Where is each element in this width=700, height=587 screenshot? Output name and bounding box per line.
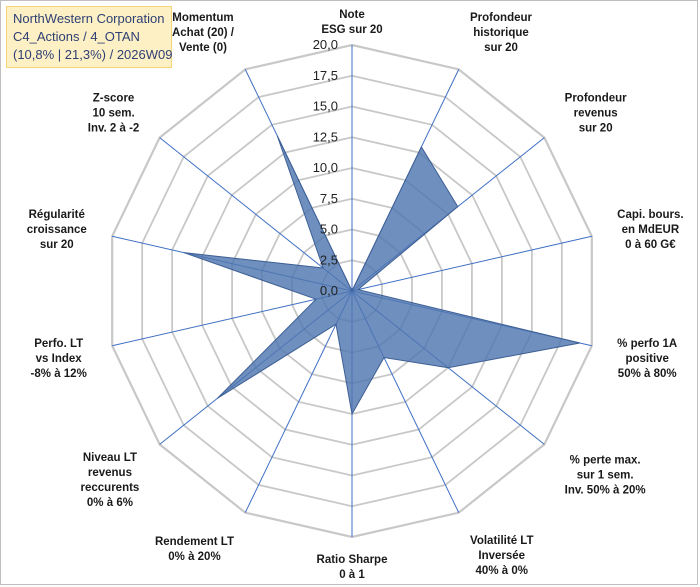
axis-label: Volatilité LT xyxy=(470,535,533,547)
axis-label: Perfo. LT xyxy=(34,338,83,350)
tick-label: 17,5 xyxy=(313,68,338,83)
tick-label: 10,0 xyxy=(313,160,338,175)
axis-label: % perte max. xyxy=(570,455,641,467)
axis-label: Ratio Sharpe xyxy=(317,554,388,566)
axis-label: 0% à 20% xyxy=(168,551,220,563)
axis-label: 0 à 1 xyxy=(339,569,365,581)
axis-label: historique xyxy=(473,27,529,39)
title-line-1: NorthWestern Corporation xyxy=(13,11,165,26)
tick-label: 12,5 xyxy=(313,129,338,144)
axis-label: ESG sur 20 xyxy=(321,24,382,36)
chart-title: NorthWestern Corporation C4_Actions / 4_… xyxy=(6,6,172,68)
axis-spoke xyxy=(351,235,592,292)
tick-label: 7,5 xyxy=(320,191,338,206)
tick-label: 15,0 xyxy=(313,99,338,114)
axis-label: Inv. 50% à 20% xyxy=(565,485,646,497)
axis-label: revenus xyxy=(88,467,132,479)
axis-label: Capi. bours. xyxy=(617,209,683,221)
axis-spoke xyxy=(244,290,353,513)
axis-label: 10 sem. xyxy=(92,107,134,119)
axis-label: sur 20 xyxy=(579,122,613,134)
axis-label: Profondeur xyxy=(470,12,532,24)
axis-label: Rendement LT xyxy=(155,536,234,548)
axis-label: 50% à 80% xyxy=(618,368,677,380)
tick-label: 2,5 xyxy=(320,252,338,267)
axis-label: positive xyxy=(625,353,668,365)
axis-label: 40% à 0% xyxy=(476,565,528,577)
tick-label: 20,0 xyxy=(313,37,338,52)
axis-label: Achat (20) / xyxy=(172,27,235,39)
axis-label: 0 à 60 G€ xyxy=(625,239,676,251)
series-area xyxy=(183,135,580,416)
axis-label: croissance xyxy=(27,224,87,236)
axis-label: Profondeur xyxy=(565,92,627,104)
axis-label: en MdEUR xyxy=(622,224,680,236)
axis-label: Régularité xyxy=(29,209,85,221)
axis-label: -8% à 12% xyxy=(31,368,87,380)
axis-label: revenus xyxy=(574,107,618,119)
axis-label: % perfo 1A xyxy=(617,338,677,350)
axis-label: Inversée xyxy=(478,550,525,562)
title-line-3: (10,8% | 21,3%) / 2026W09 xyxy=(13,47,173,62)
axis-label: vs Index xyxy=(36,353,83,365)
axis-label: reccurents xyxy=(81,482,140,494)
axis-label: sur 1 sem. xyxy=(577,470,634,482)
axis-spoke xyxy=(159,137,353,292)
axis-label: Momentum xyxy=(172,12,233,24)
axis-label: Vente (0) xyxy=(179,42,227,54)
axis-label: sur 20 xyxy=(40,239,74,251)
axis-spoke xyxy=(112,290,353,347)
axis-label: sur 20 xyxy=(484,42,518,54)
tick-label: 0,0 xyxy=(320,283,338,298)
tick-label: 5,0 xyxy=(320,222,338,237)
axis-label: Niveau LT xyxy=(83,452,137,464)
axis-label: Note xyxy=(339,9,365,21)
axis-label: Inv. 2 à -2 xyxy=(88,122,140,134)
axis-label: 0% à 6% xyxy=(87,497,133,509)
title-line-2: C4_Actions / 4_OTAN xyxy=(13,29,140,44)
axis-label: Z-score xyxy=(93,92,135,104)
